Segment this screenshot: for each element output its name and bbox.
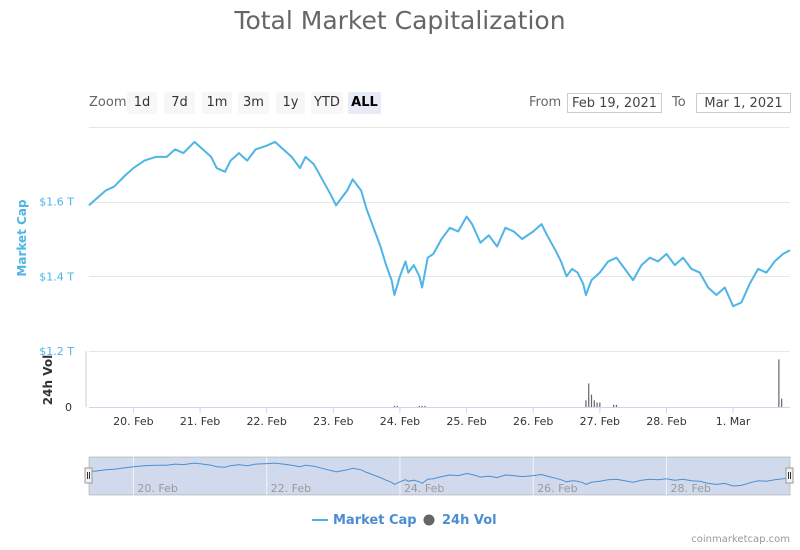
volume-axis-ticks: 0 xyxy=(65,401,72,414)
x-tick-label: 24. Feb xyxy=(380,415,420,428)
zoom-button-3m[interactable]: 3m xyxy=(238,92,269,114)
credit-link[interactable]: coinmarketcap.com xyxy=(691,534,790,545)
navigator-ticks: 20. Feb 22. Feb 24. Feb 26. Feb 28. Feb xyxy=(137,482,711,495)
price-tick-label: $1.4 T xyxy=(39,270,74,283)
price-axis-title: Market Cap xyxy=(15,199,29,277)
volume-tick-label: 0 xyxy=(65,401,72,414)
volume-bar xyxy=(599,402,601,407)
navigator-handle-left[interactable] xyxy=(84,467,93,484)
x-tick-label: 1. Mar xyxy=(716,415,751,428)
volume-bar xyxy=(781,398,783,407)
volume-bars xyxy=(393,359,783,407)
volume-bar xyxy=(585,400,587,407)
zoom-button-ytd[interactable]: YTD xyxy=(311,92,343,114)
price-axis-ticks: $1.2 T $1.4 T $1.6 T xyxy=(39,196,74,358)
volume-bar xyxy=(396,405,398,407)
zoom-button-1d[interactable]: 1d xyxy=(127,92,157,114)
price-tick-label: $1.2 T xyxy=(39,345,74,358)
x-axis-ticks: 20. Feb 21. Feb 22. Feb 23. Feb 24. Feb 25. F… xyxy=(113,407,751,428)
line-marker-icon xyxy=(312,519,328,521)
price-tick-label: $1.6 T xyxy=(39,196,74,209)
volume-bar xyxy=(593,400,595,407)
volume-axis-title: 24h Vol xyxy=(41,355,55,405)
legend-volume-label: 24h Vol xyxy=(442,512,497,528)
navigator-window xyxy=(88,456,791,496)
x-tick-label: 20. Feb xyxy=(113,415,153,428)
x-tick-label: 28. Feb xyxy=(646,415,686,428)
grid-lines xyxy=(89,127,790,352)
zoom-label: Zoom xyxy=(89,95,127,110)
navigator-tick-label: 20. Feb xyxy=(137,482,177,495)
x-tick-label: 26. Feb xyxy=(513,415,553,428)
volume-bar xyxy=(393,405,395,407)
volume-bar xyxy=(424,405,426,407)
chart-title: Total Market Capitalization xyxy=(234,6,566,35)
x-tick-label: 27. Feb xyxy=(580,415,620,428)
volume-bar xyxy=(418,405,420,407)
volume-bar xyxy=(421,405,423,407)
volume-bar xyxy=(588,383,590,407)
zoom-button-1m[interactable]: 1m xyxy=(202,92,232,114)
volume-bar xyxy=(613,404,615,407)
legend-market-cap[interactable]: Market Cap xyxy=(311,511,417,529)
legend-volume[interactable]: 24h Vol xyxy=(423,511,497,529)
volume-bar xyxy=(590,394,593,407)
navigator-handle-right[interactable] xyxy=(785,467,794,484)
circle-marker-icon xyxy=(423,514,435,526)
navigator-tick-label: 22. Feb xyxy=(271,482,311,495)
x-tick-label: 25. Feb xyxy=(446,415,486,428)
range-from-input[interactable]: Feb 19, 2021 xyxy=(567,93,662,113)
x-tick-label: 23. Feb xyxy=(313,415,353,428)
zoom-button-1y[interactable]: 1y xyxy=(276,92,305,114)
market-cap-line xyxy=(88,140,791,308)
navigator-series xyxy=(88,462,791,487)
volume-bar xyxy=(778,359,780,407)
range-from-label: From xyxy=(529,95,562,110)
x-tick-label: 21. Feb xyxy=(180,415,220,428)
x-tick-label: 22. Feb xyxy=(246,415,286,428)
zoom-button-all[interactable]: ALL xyxy=(348,92,381,114)
zoom-button-7d[interactable]: 7d xyxy=(164,92,195,114)
navigator-tick-label: 26. Feb xyxy=(537,482,577,495)
range-to-label: To xyxy=(672,95,686,110)
volume-bar xyxy=(596,402,598,407)
navigator-tick-label: 28. Feb xyxy=(670,482,710,495)
volume-bar xyxy=(615,404,618,407)
legend-market-cap-label: Market Cap xyxy=(333,512,417,528)
range-to-input[interactable]: Mar 1, 2021 xyxy=(696,93,791,113)
navigator-tick-label: 24. Feb xyxy=(404,482,444,495)
